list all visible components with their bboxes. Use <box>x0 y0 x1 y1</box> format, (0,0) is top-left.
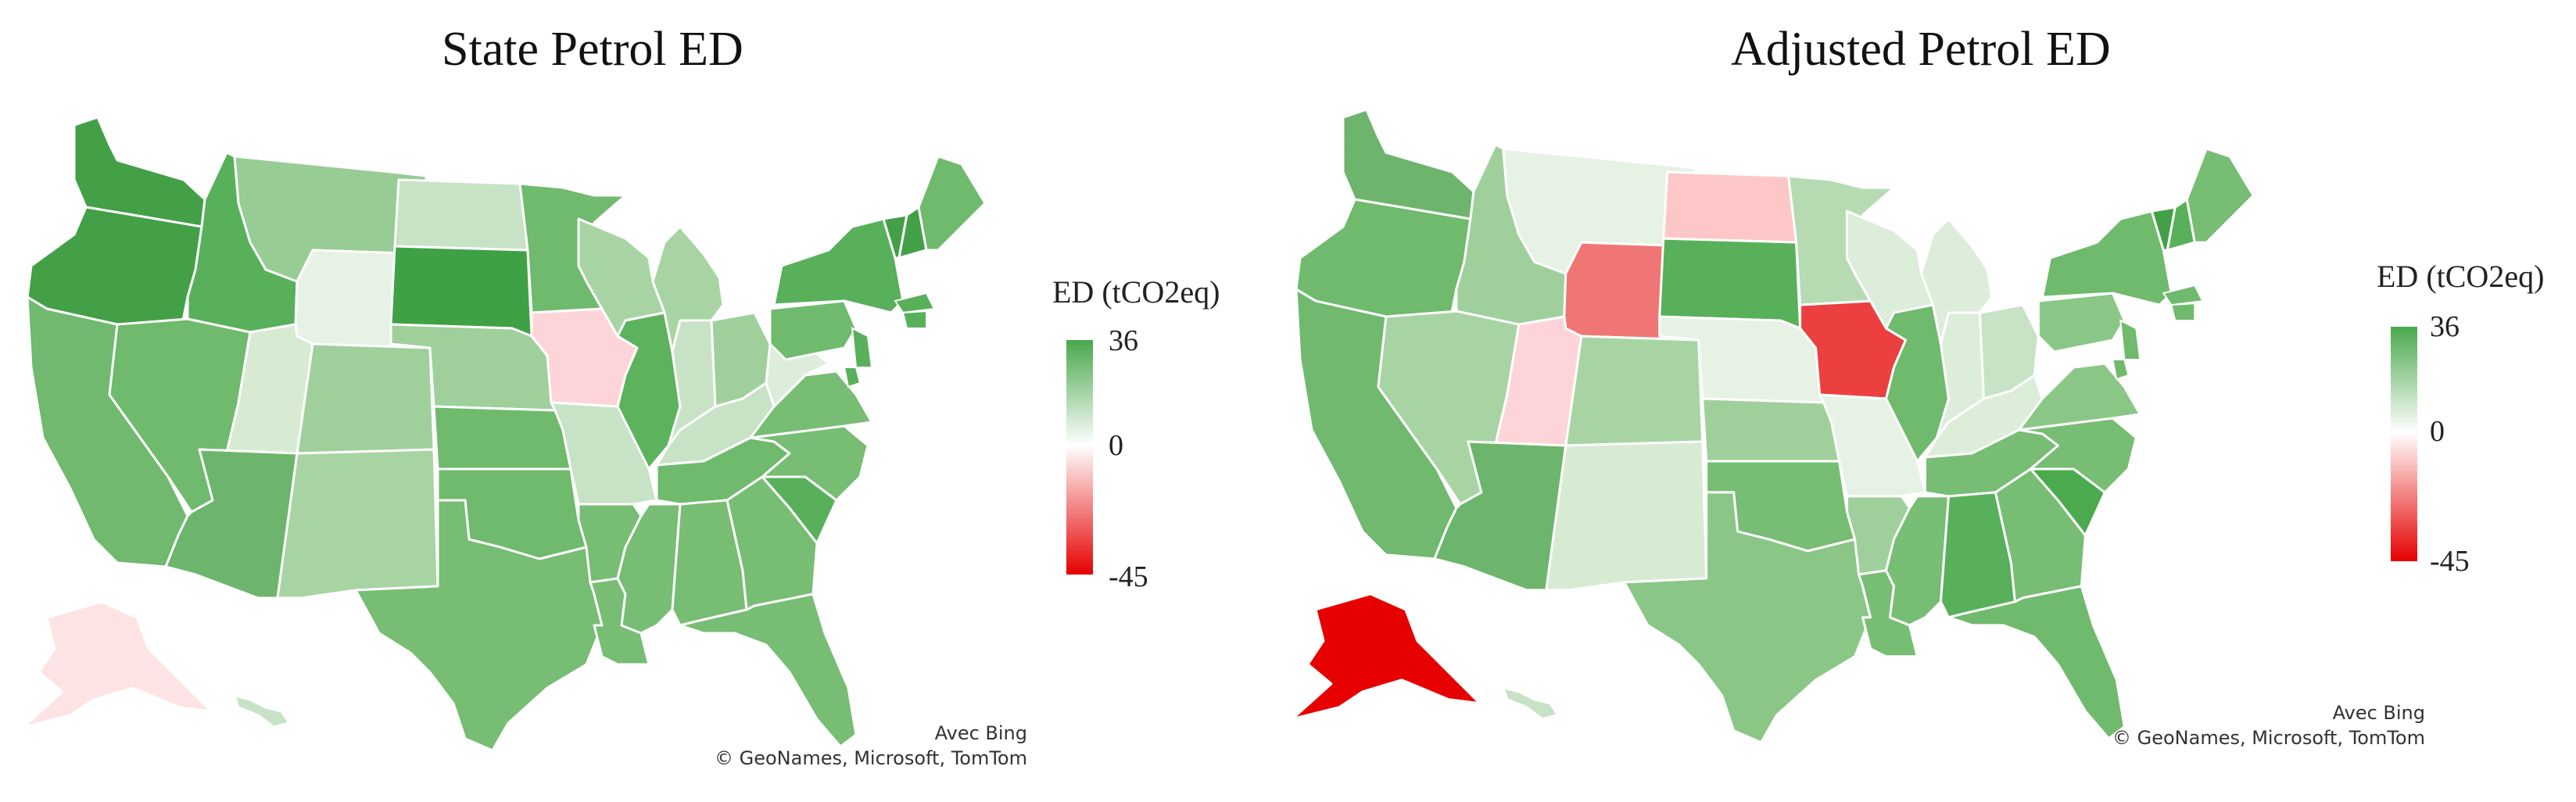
state-nm[interactable] <box>276 448 439 600</box>
state-pa[interactable] <box>2037 292 2126 353</box>
states-layer <box>22 116 987 752</box>
legend-max-label: 36 <box>1109 324 1138 357</box>
attribution-credits: © GeoNames, Microsoft, TomTom <box>2112 727 2425 749</box>
attribution-provider: Avec Bing <box>934 722 1027 744</box>
small-state-3[interactable] <box>2112 359 2130 381</box>
state-hi[interactable] <box>233 694 291 729</box>
state-me[interactable] <box>2185 147 2255 244</box>
state-va[interactable] <box>2017 362 2141 431</box>
map-attribution: Avec Bing © GeoNames, Microsoft, TomTom <box>715 721 1027 771</box>
small-state-0[interactable] <box>2119 319 2141 361</box>
state-pa[interactable] <box>769 299 858 361</box>
state-ks[interactable] <box>1701 397 1841 463</box>
attribution-credits: © GeoNames, Microsoft, TomTom <box>714 747 1027 769</box>
legend-title: ED (tCO2eq) <box>2377 259 2545 294</box>
state-ak[interactable] <box>1291 593 1481 721</box>
state-ks[interactable] <box>432 405 572 471</box>
legend-title: ED (tCO2eq) <box>1052 274 1220 310</box>
state-nd[interactable] <box>393 178 529 252</box>
map-title: Adjusted Petrol ED <box>1731 23 2111 76</box>
state-me[interactable] <box>917 155 987 252</box>
legend-min-label: -45 <box>2430 545 2470 578</box>
state-sd[interactable] <box>389 245 533 338</box>
choropleth-map <box>1291 108 2255 744</box>
choropleth-map <box>22 116 987 752</box>
legend-max-label: 36 <box>2430 310 2460 343</box>
legend-min-label: -45 <box>1109 560 1148 593</box>
small-state-1[interactable] <box>2162 284 2204 306</box>
state-fl[interactable] <box>679 593 858 748</box>
state-va[interactable] <box>749 370 873 439</box>
state-nm[interactable] <box>1545 440 1708 592</box>
small-state-2[interactable] <box>2170 303 2196 322</box>
legend-mid-label: 0 <box>1109 429 1123 462</box>
state-tx[interactable] <box>354 499 604 752</box>
map-title: State Petrol ED <box>442 23 743 76</box>
state-ny[interactable] <box>2040 209 2173 306</box>
map-attribution: Avec Bing © GeoNames, Microsoft, TomTom <box>2112 700 2425 750</box>
state-co[interactable] <box>1564 335 1704 447</box>
state-sd[interactable] <box>1658 237 1802 330</box>
state-nd[interactable] <box>1662 170 1798 244</box>
legend-color-scale <box>2391 327 2417 561</box>
small-state-0[interactable] <box>851 327 873 368</box>
states-layer <box>1291 108 2255 744</box>
legend-color-scale <box>1066 340 1093 575</box>
small-state-3[interactable] <box>843 367 862 388</box>
legend-mid-label: 0 <box>2430 415 2445 448</box>
state-hi[interactable] <box>1502 686 1560 721</box>
state-ny[interactable] <box>772 217 905 314</box>
state-ak[interactable] <box>22 600 213 729</box>
attribution-provider: Avec Bing <box>2332 702 2425 724</box>
small-state-1[interactable] <box>894 292 936 314</box>
map-panel-adjusted-petrol: Adjusted Petrol ED ED (tCO2eq) 36 0 -45 … <box>1288 0 2576 802</box>
state-fl[interactable] <box>1947 585 2126 740</box>
state-tx[interactable] <box>1623 491 1872 744</box>
small-state-2[interactable] <box>901 310 927 329</box>
state-co[interactable] <box>296 342 435 455</box>
map-panel-state-petrol: State Petrol ED ED (tCO2eq) 36 0 -45 Ave… <box>22 23 1220 771</box>
